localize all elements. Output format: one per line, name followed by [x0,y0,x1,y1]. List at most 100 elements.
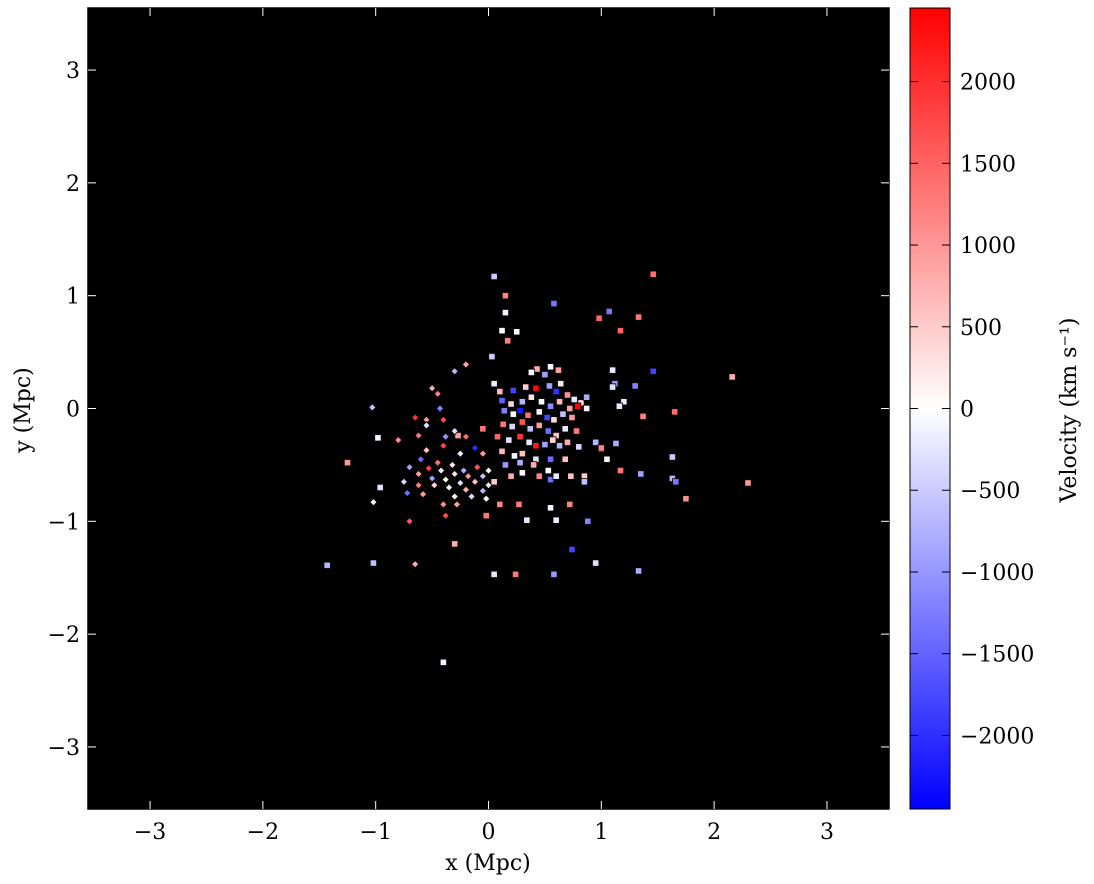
data-point [541,441,549,449]
data-point [484,481,493,490]
data-point [616,466,625,475]
data-point [575,443,583,451]
x-tick-label: 1 [594,820,608,845]
y-tick-label: −1 [48,510,80,535]
data-point [572,427,581,435]
data-point [568,413,576,422]
data-point [612,439,620,448]
data-point [550,570,558,578]
data-point [561,455,569,463]
data-point [515,500,523,508]
data-point [473,462,482,472]
data-point [498,327,506,335]
data-point [608,383,617,391]
data-point [511,570,520,578]
data-point [555,398,564,406]
data-point [574,402,582,410]
data-point [637,470,645,478]
data-point [450,492,459,501]
colorbar-tick-label: −500 [960,479,1020,504]
data-point [490,272,498,281]
data-point [546,402,555,410]
data-point [461,432,471,441]
data-point [608,366,617,374]
data-point [490,380,498,388]
data-point [399,477,409,486]
y-tick-label: −3 [48,736,80,761]
data-point [416,455,425,464]
data-point [496,500,504,508]
data-point [459,466,468,475]
data-point [456,478,465,488]
data-point [369,497,378,507]
data-point [584,517,592,525]
x-tick-label: −3 [134,820,166,845]
data-point [394,435,403,445]
data-point [439,500,448,509]
data-point [583,404,591,413]
data-point [490,478,498,486]
data-point [563,438,572,446]
data-point [461,360,471,369]
plot-area [87,7,890,810]
data-point [496,387,504,396]
data-point [546,455,555,463]
data-point [566,500,574,508]
data-point [403,488,412,498]
y-tick-label: 2 [66,172,80,197]
data-point [620,398,628,406]
data-point [518,450,526,458]
data-point [376,483,384,492]
data-point [369,559,378,567]
data-point [516,407,524,415]
data-point [541,371,549,379]
data-point [464,472,473,481]
data-point [490,570,498,578]
data-point [544,466,552,475]
x-axis-ticks: −3 −2 −1 0 1 2 3 [134,8,834,845]
data-point [418,490,428,499]
data-point [615,402,623,410]
data-point [504,337,512,345]
data-point [374,434,382,442]
data-point [411,413,420,422]
data-point [482,512,490,520]
data-point [543,413,551,422]
data-point [508,422,516,431]
data-point [649,270,657,278]
data-point [550,299,558,308]
data-point [451,540,459,548]
data-point [414,431,423,440]
data-point [522,383,530,391]
data-point [467,492,476,501]
x-tick-label: −1 [359,820,391,845]
data-point [499,420,507,428]
y-tick-label: 3 [66,59,80,84]
data-point [616,327,625,335]
data-point [405,462,414,472]
data-point [530,461,538,469]
data-point [509,410,517,418]
data-point [501,309,510,317]
data-point [498,397,506,405]
data-point [488,353,496,361]
data-point [441,511,450,520]
data-point [507,472,515,480]
data-point [518,469,526,477]
data-point [411,560,420,569]
data-point [559,410,567,418]
data-point [682,495,690,503]
data-point [580,478,588,486]
data-point [592,559,600,567]
data-point [427,384,437,393]
scatter-points [323,270,752,666]
colorbar-tick-label: 500 [960,316,1002,341]
data-point [500,407,508,415]
data-point [544,427,552,435]
colorbar-tick-label: −2000 [960,724,1034,749]
y-tick-label: 0 [66,398,80,423]
x-tick-label: 2 [707,820,721,845]
data-point [510,452,519,460]
data-point [405,517,414,526]
colorbar-tick-label: −1000 [960,561,1034,586]
